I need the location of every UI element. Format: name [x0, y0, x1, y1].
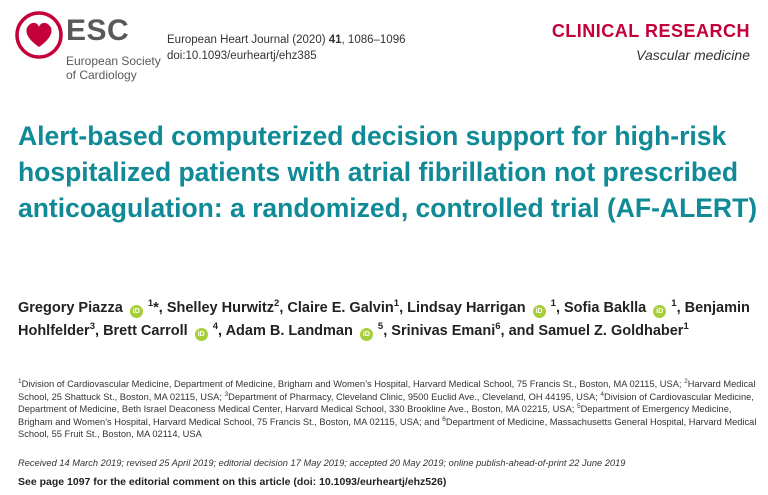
affiliation-number: 3 [224, 390, 229, 398]
header: ESC European Society of Cardiology Europ… [0, 0, 768, 100]
journal-reference: European Heart Journal (2020) 41, 1086–1… [167, 34, 406, 46]
corresponding-author-marker: * [153, 300, 159, 316]
affiliation-marker: 1 [147, 298, 154, 310]
author-name: Sofia Baklla [564, 300, 647, 316]
author-name: Gregory Piazza [18, 300, 123, 316]
affiliation-number: 6 [442, 415, 446, 423]
orcid-icon[interactable]: iD [532, 305, 546, 318]
author-separator: , [95, 323, 104, 339]
author[interactable]: Lindsay Harrigan iD 1 [407, 298, 556, 318]
orcid-icon[interactable]: iD [359, 328, 373, 341]
editorial-comment-link[interactable]: See page 1097 for the editorial comment … [18, 476, 447, 488]
orcid-icon[interactable]: iD [129, 305, 143, 318]
author[interactable]: Claire E. Galvin1 [287, 298, 400, 316]
affiliation-marker: 1 [393, 298, 400, 310]
affiliation-number: 4 [600, 390, 605, 398]
author-list: Gregory Piazza iD 1*, Shelley Hurwitz2, … [18, 297, 758, 343]
article-subject: Vascular medicine [636, 47, 750, 63]
affiliation-marker: 2 [274, 298, 280, 310]
author-separator: , [555, 300, 564, 316]
author[interactable]: Shelley Hurwitz2 [166, 298, 280, 316]
affiliation-marker: 4 [212, 321, 219, 333]
doi[interactable]: doi:10.1093/eurheartj/ehz385 [167, 50, 317, 62]
author-separator: , [158, 300, 167, 316]
volume: 41 [328, 34, 342, 46]
article-title: Alert-based computerized decision suppor… [18, 121, 758, 223]
affiliation-text: Division of Cardiovascular Medicine, Dep… [18, 391, 754, 415]
author-separator: , [218, 323, 226, 339]
affiliation-marker: 1 [671, 298, 677, 310]
affiliation-text: Harvard Medical School, 25 Shattuck St.,… [18, 379, 756, 402]
logo-acronym: ESC [66, 14, 130, 47]
affiliation-marker: 1 [683, 321, 689, 333]
article-dates: Received 14 March 2019; revised 25 April… [18, 458, 626, 468]
affiliation-marker: 3 [89, 321, 95, 333]
author-name: Shelley Hurwitz [166, 300, 275, 316]
author[interactable]: Srinivas Emani6 [391, 321, 501, 339]
affiliation-number: 2 [684, 377, 688, 385]
author-separator: , [676, 300, 685, 316]
affiliation-text: Department of Medicine, Massachusetts Ge… [18, 416, 757, 440]
author-name: Claire E. Galvin [287, 300, 394, 316]
heart-logo-icon [15, 11, 63, 59]
affiliation-marker: 5 [377, 321, 384, 333]
author-separator: , [399, 300, 408, 316]
orcid-icon[interactable]: iD [653, 305, 667, 318]
author[interactable]: Gregory Piazza iD 1* [18, 298, 159, 318]
section-label: CLINICAL RESEARCH Vascular medicine [552, 20, 750, 66]
author-separator: , and [500, 323, 539, 339]
author[interactable]: Sofia Baklla iD 1 [564, 298, 677, 318]
logo-name-line-1: European Society [66, 54, 161, 68]
affiliation-marker: 6 [495, 321, 501, 333]
orcid-icon[interactable]: iD [194, 328, 208, 341]
affiliation-number: 1 [18, 377, 22, 385]
author-separator: , [383, 323, 392, 339]
affiliation-text: Division of Cardiovascular Medicine, Dep… [21, 379, 685, 389]
author[interactable]: Benjamin Hohlfelder3 [18, 300, 750, 339]
author-name: Brett Carroll [103, 323, 188, 339]
affiliation-text: Department of Emergency Medicine, Brigha… [18, 404, 732, 427]
citation: European Heart Journal (2020) 41, 1086–1… [167, 32, 406, 64]
author-name: Samuel Z. Goldhaber [538, 323, 684, 339]
author-name: Srinivas Emani [391, 323, 496, 339]
author-separator: , [279, 300, 288, 316]
article-type: CLINICAL RESEARCH [551, 21, 750, 41]
author[interactable]: Brett Carroll iD 4 [103, 321, 219, 341]
logo-name-line-2: of Cardiology [66, 68, 137, 82]
affiliations: 1Division of Cardiovascular Medicine, De… [18, 378, 758, 441]
affiliation-marker: 1 [550, 298, 556, 310]
author-name: Benjamin Hohlfelder [18, 300, 750, 339]
affiliation-text: Department of Pharmacy, Cleveland Clinic… [228, 391, 601, 402]
author-name: Lindsay Harrigan [407, 300, 526, 316]
affiliation-number: 5 [576, 402, 581, 410]
author[interactable]: Adam B. Landman iD 5 [225, 321, 384, 341]
author-name: Adam B. Landman [225, 323, 353, 339]
esc-logo[interactable]: ESC European Society of Cardiology [14, 10, 164, 82]
author[interactable]: Samuel Z. Goldhaber1 [538, 321, 689, 339]
